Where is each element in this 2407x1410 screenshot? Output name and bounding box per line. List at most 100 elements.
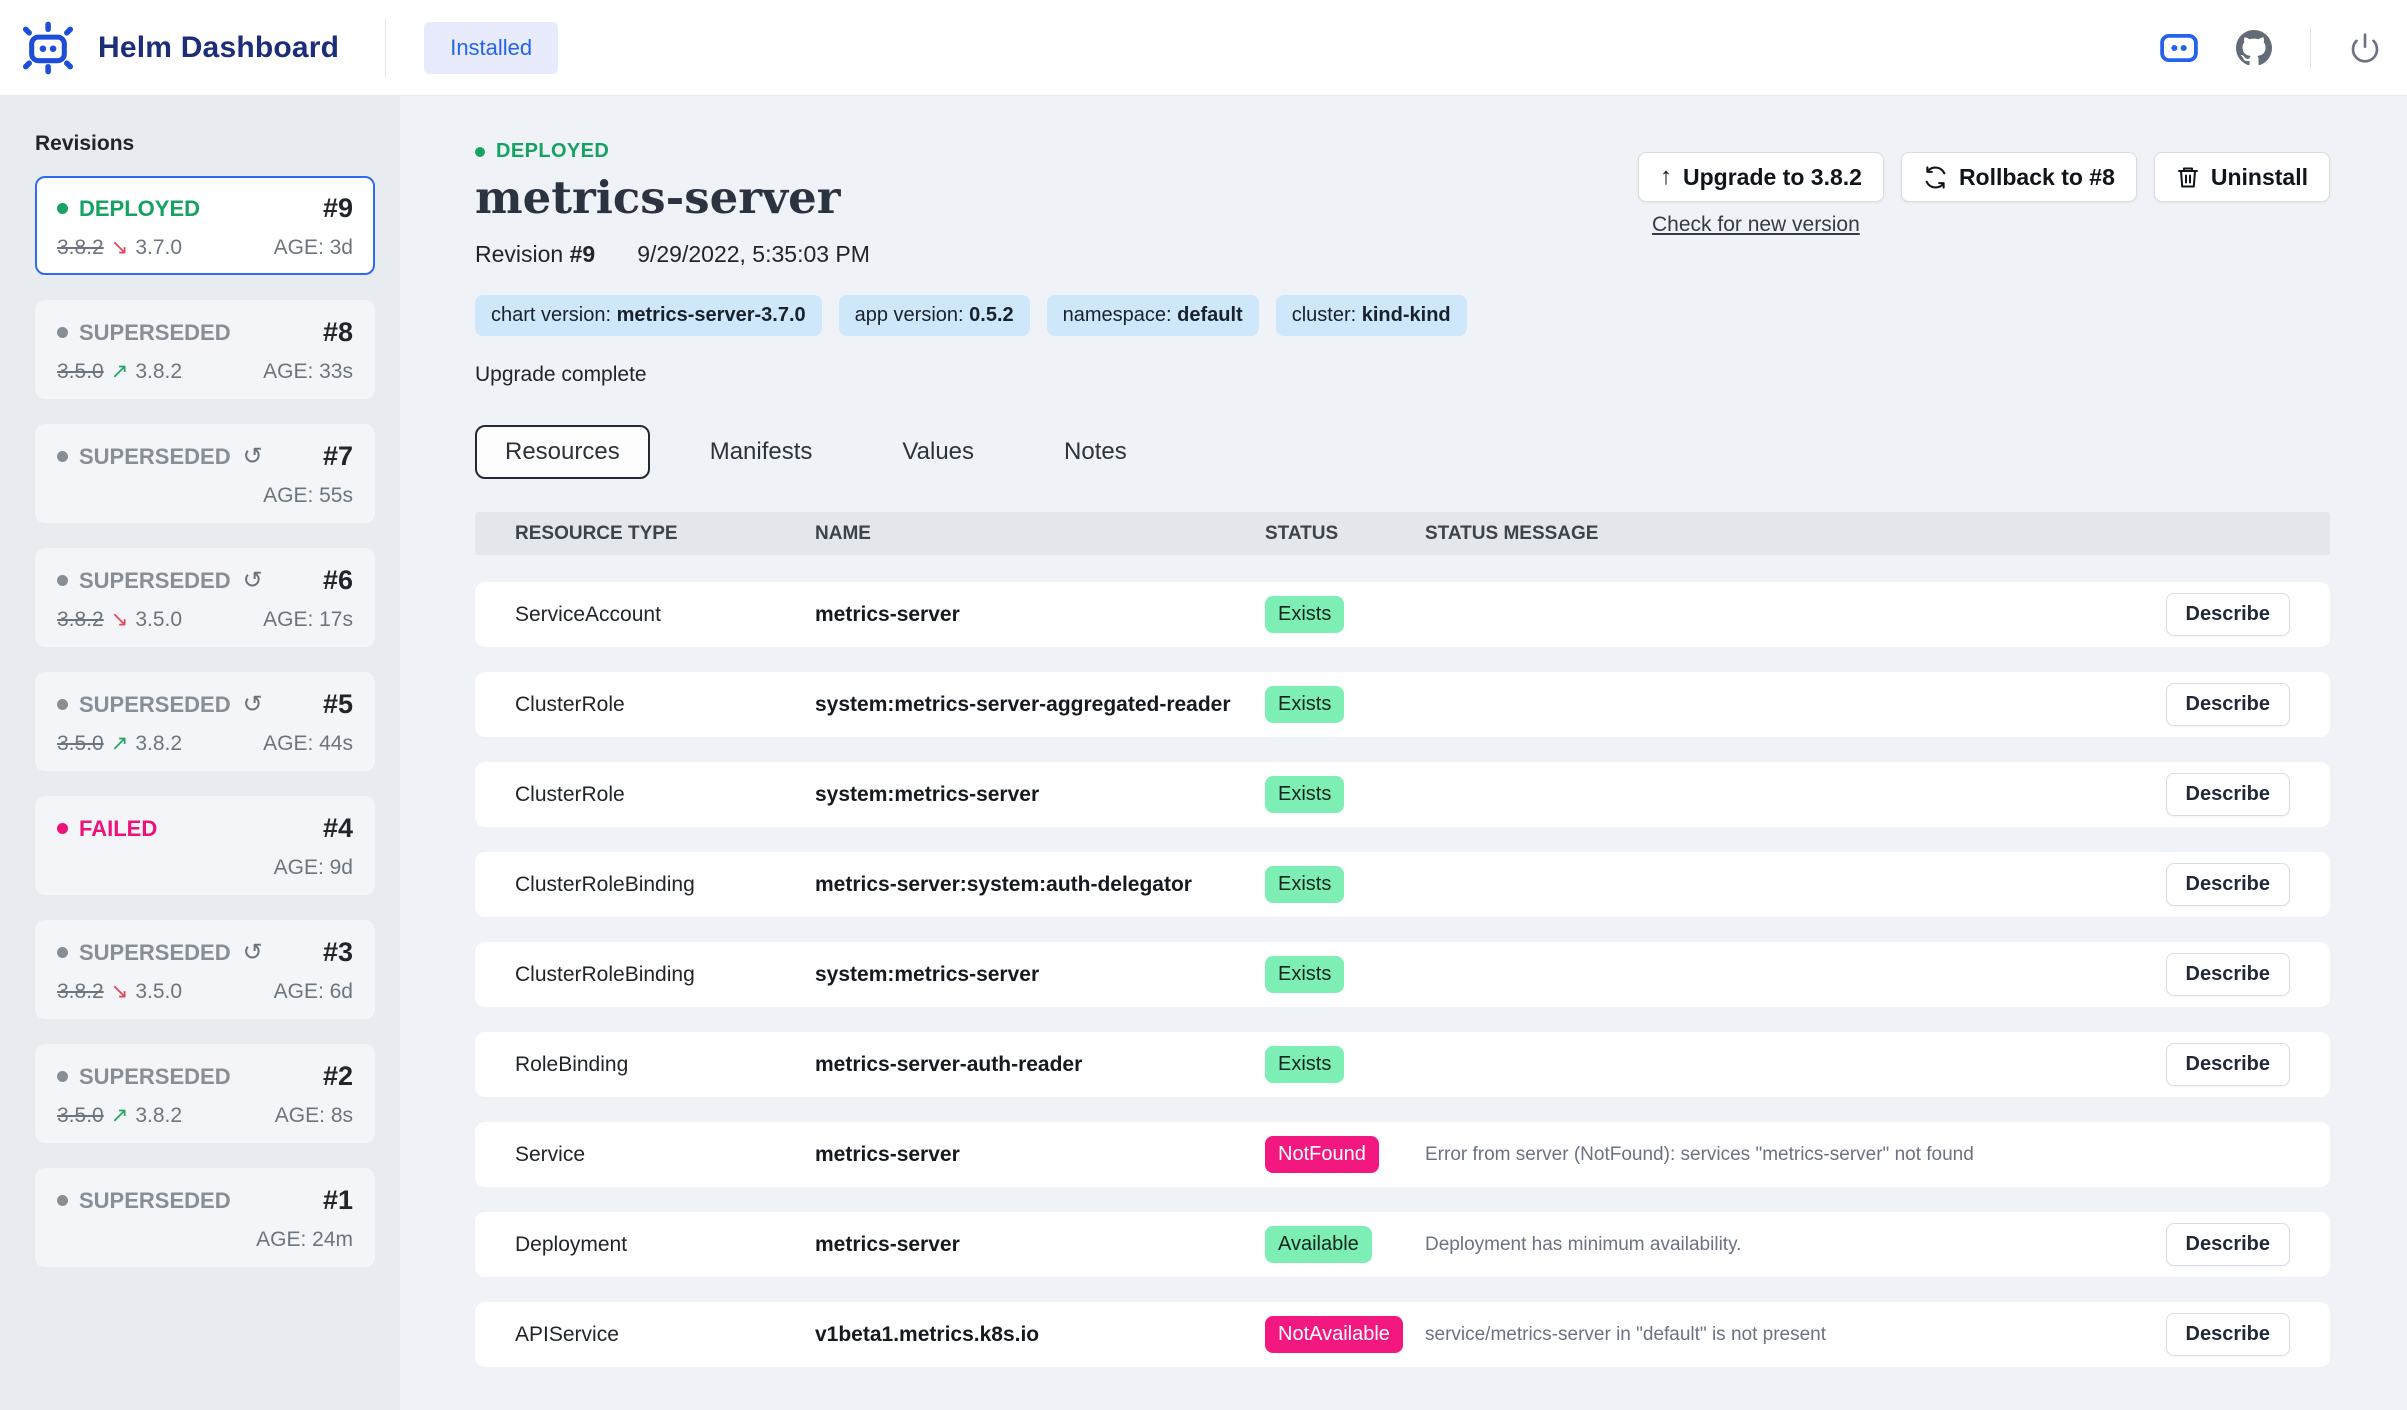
reconfigure-icon: ↺ xyxy=(242,690,263,718)
tab-values[interactable]: Values xyxy=(872,425,1004,479)
rollback-button[interactable]: Rollback to #8 xyxy=(1900,152,2137,202)
old-chart-version: 3.5.0 xyxy=(57,1104,104,1127)
status-message-cell: service/metrics-server in "default" is n… xyxy=(1425,1323,1827,1345)
revision-age: AGE: 55s xyxy=(263,484,353,507)
resource-name-cell: system:metrics-server-aggregated-reader xyxy=(815,692,1231,716)
revision-card[interactable]: SUPERSEDED ↺ #3 3.8.2 ↘ 3.5.0 AGE: 6d xyxy=(35,920,375,1019)
revision-card[interactable]: SUPERSEDED #1 AGE: 24m xyxy=(35,1168,375,1267)
release-detail-panel: DEPLOYED metrics-server Revision #9 9/29… xyxy=(400,96,2407,1410)
rollback-icon xyxy=(1923,165,1948,190)
revision-card[interactable]: DEPLOYED #9 3.8.2 ↘ 3.7.0 AGE: 3d xyxy=(35,176,375,275)
uninstall-button[interactable]: Uninstall xyxy=(2153,152,2330,202)
revision-card[interactable]: SUPERSEDED #8 3.5.0 ↗ 3.8.2 AGE: 33s xyxy=(35,300,375,399)
new-chart-version: 3.5.0 xyxy=(135,980,183,1003)
new-chart-version: 3.7.0 xyxy=(135,236,183,259)
table-row: ClusterRole system:metrics-server Exists… xyxy=(475,762,2330,827)
table-row: ServiceAccount metrics-server Exists Des… xyxy=(475,582,2330,647)
revision-card[interactable]: SUPERSEDED ↺ #5 3.5.0 ↗ 3.8.2 AGE: 44s xyxy=(35,672,375,771)
version-change-arrow-icon: ↗ xyxy=(110,732,129,755)
resources-table-body: ServiceAccount metrics-server Exists Des… xyxy=(475,582,2330,1367)
new-chart-version: 3.5.0 xyxy=(135,608,183,631)
status-message-cell: Deployment has minimum availability. xyxy=(1425,1233,1742,1255)
old-chart-version: 3.8.2 xyxy=(57,980,104,1003)
revision-number: #9 xyxy=(322,193,353,223)
revision-age: AGE: 8s xyxy=(274,1104,353,1127)
tab-notes[interactable]: Notes xyxy=(1034,425,1157,479)
revision-status: FAILED xyxy=(79,815,158,841)
github-icon[interactable] xyxy=(2236,29,2272,66)
revision-number: #8 xyxy=(322,317,353,347)
nav-tab-installed[interactable]: Installed xyxy=(424,21,559,74)
up-arrow-icon: ↑ xyxy=(1660,163,1672,190)
upgrade-button[interactable]: ↑ Upgrade to 3.8.2 xyxy=(1638,152,1884,202)
status-dot xyxy=(57,203,68,214)
release-badges-row: chart version: metrics-server-3.7.0 app v… xyxy=(475,295,1467,336)
resource-name-cell: metrics-server:system:auth-delegator xyxy=(815,872,1192,896)
describe-button[interactable]: Describe xyxy=(2165,953,2290,996)
api-bot-icon[interactable] xyxy=(2160,33,2198,63)
revision-status: SUPERSEDED xyxy=(79,567,231,593)
status-dot xyxy=(57,1195,68,1206)
version-change-arrow-icon: ↗ xyxy=(110,1104,129,1127)
revision-number: #7 xyxy=(322,441,353,471)
revision-status: SUPERSEDED xyxy=(79,319,231,345)
resource-name-cell: metrics-server xyxy=(815,1232,960,1256)
resource-name-cell: metrics-server xyxy=(815,1142,960,1166)
column-header: STATUS MESSAGE xyxy=(1425,522,1599,544)
table-row: ClusterRoleBinding metrics-server:system… xyxy=(475,852,2330,917)
column-header: NAME xyxy=(815,522,871,544)
resource-type-cell: APIService xyxy=(515,1322,619,1346)
header-divider xyxy=(385,18,387,77)
revision-status: SUPERSEDED xyxy=(79,443,231,469)
new-chart-version: 3.8.2 xyxy=(135,732,183,755)
release-info-chip: chart version: metrics-server-3.7.0 xyxy=(475,295,822,336)
resource-type-cell: ClusterRole xyxy=(515,692,625,716)
describe-button[interactable]: Describe xyxy=(2165,683,2290,726)
resource-name-cell: metrics-server-auth-reader xyxy=(815,1052,1083,1076)
revision-age: AGE: 9d xyxy=(273,856,353,879)
power-icon[interactable] xyxy=(2349,32,2381,64)
status-dot xyxy=(57,575,68,586)
describe-button[interactable]: Describe xyxy=(2165,1223,2290,1266)
check-new-version-link[interactable]: Check for new version xyxy=(1652,213,1860,236)
revision-number: #9 xyxy=(569,241,596,267)
tab-resources[interactable]: Resources xyxy=(475,425,650,479)
version-change-arrow-icon: ↘ xyxy=(110,980,129,1003)
old-chart-version: 3.8.2 xyxy=(57,608,104,631)
revision-status: SUPERSEDED xyxy=(79,939,231,965)
tab-manifests[interactable]: Manifests xyxy=(680,425,843,479)
status-badge: Exists xyxy=(1265,776,1345,813)
describe-button[interactable]: Describe xyxy=(2165,863,2290,906)
revision-age: AGE: 44s xyxy=(263,732,353,755)
old-chart-version: 3.5.0 xyxy=(57,732,104,755)
status-dot xyxy=(475,146,485,157)
revision-number: #1 xyxy=(322,1185,353,1215)
table-row: ClusterRoleBinding system:metrics-server… xyxy=(475,942,2330,1007)
revision-card[interactable]: FAILED #4 AGE: 9d xyxy=(35,796,375,895)
status-dot xyxy=(57,947,68,958)
resource-name-cell: system:metrics-server xyxy=(815,962,1040,986)
status-dot xyxy=(57,699,68,710)
describe-button[interactable]: Describe xyxy=(2165,1043,2290,1086)
header-icons-divider xyxy=(2310,26,2311,69)
describe-button[interactable]: Describe xyxy=(2165,1313,2290,1356)
revision-card[interactable]: SUPERSEDED #2 3.5.0 ↗ 3.8.2 AGE: 8s xyxy=(35,1044,375,1143)
describe-button[interactable]: Describe xyxy=(2165,593,2290,636)
resources-table-header: RESOURCE TYPE NAME STATUS STATUS MESSAGE xyxy=(475,512,2330,555)
status-badge: Available xyxy=(1265,1226,1372,1263)
revision-card[interactable]: SUPERSEDED ↺ #7 AGE: 55s xyxy=(35,424,375,523)
revision-card[interactable]: SUPERSEDED ↺ #6 3.8.2 ↘ 3.5.0 AGE: 17s xyxy=(35,548,375,647)
column-header: RESOURCE TYPE xyxy=(515,522,678,544)
version-change-arrow-icon: ↘ xyxy=(110,236,129,259)
status-dot xyxy=(57,823,68,834)
describe-button[interactable]: Describe xyxy=(2165,773,2290,816)
revision-age: AGE: 24m xyxy=(256,1228,353,1251)
resource-name-cell: system:metrics-server xyxy=(815,782,1040,806)
old-chart-version: 3.8.2 xyxy=(57,236,104,259)
new-chart-version: 3.8.2 xyxy=(135,360,183,383)
release-description: Upgrade complete xyxy=(475,363,647,386)
resource-type-cell: RoleBinding xyxy=(515,1052,629,1076)
table-row: Deployment metrics-server Available Depl… xyxy=(475,1212,2330,1277)
resources-table: RESOURCE TYPE NAME STATUS STATUS MESSAGE Se… xyxy=(475,512,2330,1367)
reconfigure-icon: ↺ xyxy=(242,566,263,594)
